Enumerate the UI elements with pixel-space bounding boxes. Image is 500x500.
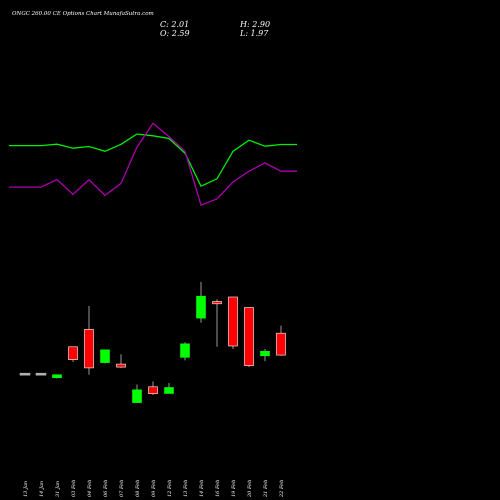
candle-22-feb <box>276 325 286 356</box>
candle-07-feb <box>116 354 126 368</box>
candle-21-feb <box>260 349 270 362</box>
x-tick-label: 19 Feb <box>231 480 237 497</box>
candlestick-series <box>19 281 286 403</box>
x-tick-label: 16 Feb <box>215 480 221 497</box>
candle-body <box>52 374 62 379</box>
candle-04-feb <box>84 306 94 375</box>
close-value: C: 2.01 <box>160 20 189 29</box>
candle-body <box>84 329 94 369</box>
candle-19-feb <box>228 296 238 349</box>
candle-body <box>116 363 126 368</box>
candle-06-feb <box>100 349 110 364</box>
x-tick-label: 04 Feb <box>87 480 93 497</box>
candle-08-feb <box>132 384 142 403</box>
candle-16-feb <box>212 299 222 347</box>
x-tick-label: 14 Feb <box>199 480 205 497</box>
x-tick-label: 21 Feb <box>263 480 269 498</box>
candle-03-feb <box>68 346 78 362</box>
candle-body <box>180 343 190 358</box>
candle-body <box>244 307 254 366</box>
candle-body <box>196 295 206 319</box>
candle-body <box>148 386 158 394</box>
candle-31-jan <box>52 374 62 379</box>
candle-body <box>132 389 142 403</box>
candle-12-feb <box>164 383 174 394</box>
candle-14-feb <box>196 281 206 323</box>
candle-body <box>100 349 110 363</box>
upper-indicator-line <box>9 133 297 188</box>
x-tick-label: 03 Feb <box>71 480 77 497</box>
x-tick-label: 08 Feb <box>135 480 141 497</box>
chart-title: ONGC 260.00 CE Options Chart MunafaSutra… <box>12 11 154 17</box>
candle-13-jan <box>19 372 31 376</box>
x-tick-label: 13 Jan <box>23 481 29 497</box>
candle-14-jan <box>35 372 47 376</box>
x-axis-labels: 13 Jan 14 Jan 31 Jan 03 Feb 04 Feb 06 Feb 07 F… <box>23 480 285 498</box>
candle-body <box>260 350 270 357</box>
candle-body <box>35 372 47 376</box>
candle-body <box>68 346 78 360</box>
low-value: L: 1.97 <box>239 29 269 38</box>
x-tick-label: 09 Feb <box>151 480 157 497</box>
candle-body <box>228 296 238 347</box>
indicator-lines <box>9 122 297 206</box>
x-tick-label: 06 Feb <box>103 480 109 497</box>
candle-body <box>19 372 31 376</box>
high-value: H: 2.90 <box>239 20 270 29</box>
candle-body <box>276 332 286 356</box>
x-tick-label: 12 Feb <box>167 480 173 497</box>
candle-20-feb <box>244 307 254 368</box>
candle-13-feb <box>180 342 190 361</box>
candle-body <box>164 387 174 394</box>
x-tick-label: 31 Jan <box>55 481 61 497</box>
x-tick-label: 22 Feb <box>279 480 285 498</box>
candle-body <box>212 301 222 305</box>
x-tick-label: 13 Feb <box>183 480 189 497</box>
x-tick-label: 14 Jan <box>39 481 45 497</box>
x-tick-label: 07 Feb <box>119 480 125 497</box>
open-value: O: 2.59 <box>160 29 190 38</box>
lower-indicator-line <box>9 122 297 206</box>
candle-09-feb <box>148 381 158 396</box>
x-tick-label: 20 Feb <box>247 480 253 498</box>
